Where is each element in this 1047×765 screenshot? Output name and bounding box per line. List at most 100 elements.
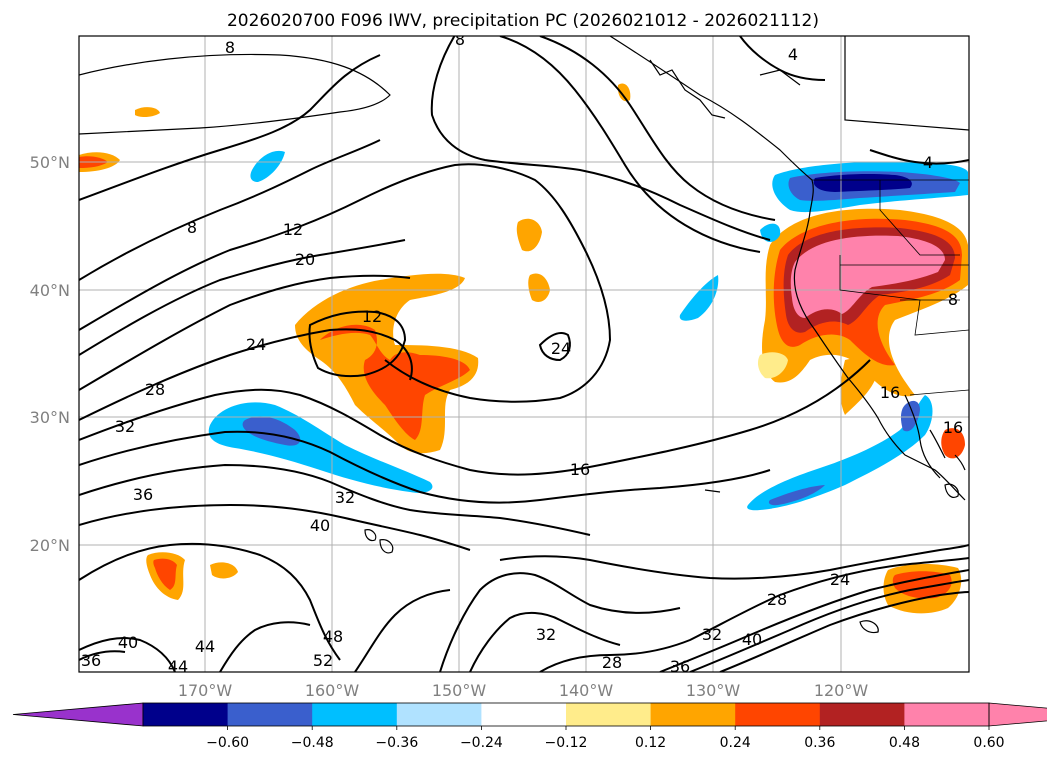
precip-negative-region-baja (747, 395, 933, 511)
contour-label: 40 (310, 516, 330, 535)
colorbar-tick-label: 0.36 (804, 735, 835, 751)
contour-label: 52 (313, 651, 333, 670)
contour-label: 32 (702, 625, 722, 644)
colorbar-tick-label: 0.48 (889, 735, 920, 751)
graticule (79, 36, 969, 672)
lon-label-140w: 140°W (559, 681, 614, 700)
lon-label-130w: 130°W (686, 681, 741, 700)
lon-label-170w: 170°W (178, 681, 233, 700)
colorbar-arrow-above (988, 702, 1047, 727)
colorbar-tick-label: 0.60 (973, 735, 1004, 751)
contour-label: 16 (570, 460, 590, 479)
precip-positive-region-small-4 (135, 107, 160, 118)
longitude-labels: 170°W 160°W 150°W 140°W 130°W 120°W (178, 681, 869, 700)
colorbar-arrow-below (12, 702, 144, 727)
contour-label: 32 (115, 417, 135, 436)
map-frame (78, 35, 970, 673)
lat-label-40n: 40°N (30, 281, 70, 300)
latitude-labels: 50°N 40°N 30°N 20°N (30, 153, 70, 555)
precip-positive-region-small-7 (941, 428, 965, 459)
map-panel[interactable]: 8 8 8 4 4 12 20 24 12 24 28 32 36 16 32 … (78, 30, 970, 676)
colorbar-tick-label: −0.60 (206, 735, 249, 751)
colorbar-tick-label: 0.24 (720, 735, 751, 751)
contour-labels: 8 8 8 4 4 12 20 24 12 24 28 32 36 16 32 … (81, 30, 963, 676)
contour-label: 12 (362, 307, 382, 326)
contour-label: 8 (187, 218, 197, 237)
precip-negative-region-small-2 (679, 275, 719, 321)
precipitation-shading (79, 83, 968, 614)
precip-negative-region-pnw-core (813, 174, 912, 192)
colorbar-cell (735, 703, 821, 726)
colorbar-cell (396, 703, 482, 726)
contour-label: 28 (145, 380, 165, 399)
precip-negative-region-baja-north (900, 400, 920, 432)
figure-title: 2026020700 F096 IWV, precipitation PC (2… (227, 11, 819, 31)
lat-label-30n: 30°N (30, 408, 70, 427)
precip-positive-region-small-2 (516, 218, 542, 252)
precip-positive-region-small-6 (840, 358, 875, 415)
iwv-contours (79, 36, 969, 672)
colorbar-cell (481, 703, 567, 726)
lat-label-50n: 50°N (30, 153, 70, 172)
colorbar: −0.60 −0.48 −0.36 −0.24 −0.12 0.12 0.24 0.36 0.4… (12, 702, 1047, 751)
contour-label: 40 (742, 630, 762, 649)
contour-label: 44 (168, 657, 188, 676)
contour-label: 36 (81, 651, 101, 670)
contour-label: 44 (195, 637, 215, 656)
colorbar-cell (227, 703, 313, 726)
lat-label-20n: 20°N (30, 536, 70, 555)
colorbar-ticks: −0.60 −0.48 −0.36 −0.24 −0.12 0.12 0.24 0.36 0.4… (206, 726, 1005, 751)
precip-positive-region-southwest-core (153, 558, 177, 590)
contour-label: 16 (880, 383, 900, 402)
colorbar-cell (819, 703, 905, 726)
colorbar-cell (650, 703, 736, 726)
contour-label: 4 (788, 45, 798, 64)
colorbar-cell (904, 703, 990, 726)
lon-label-160w: 160°W (305, 681, 360, 700)
colorbar-cells (12, 702, 1047, 727)
contour-label: 28 (602, 653, 622, 672)
contour-label: 32 (536, 625, 556, 644)
contour-label: 12 (283, 220, 303, 239)
precip-positive-region-mexico-core (892, 571, 952, 599)
precip-positive-region-small-8 (757, 352, 788, 379)
colorbar-cell (566, 703, 652, 726)
lon-label-150w: 150°W (432, 681, 487, 700)
contour-label: 36 (670, 657, 690, 676)
precip-negative-region-small-3 (760, 223, 781, 242)
contour-label: 32 (335, 488, 355, 507)
colorbar-cell (312, 703, 398, 726)
precip-positive-region-central-pacific-core (320, 324, 470, 440)
contour-label: 36 (133, 485, 153, 504)
colorbar-tick-label: 0.12 (635, 735, 666, 751)
coastlines (79, 36, 969, 634)
colorbar-tick-label: −0.48 (291, 735, 334, 751)
precip-negative-region-small-1 (250, 150, 285, 182)
contour-label: 48 (323, 627, 343, 646)
precip-positive-region-small-3 (528, 273, 550, 302)
contour-label: 16 (943, 418, 963, 437)
contour-label: 8 (455, 30, 465, 49)
contour-label: 24 (551, 339, 571, 358)
contour-label: 8 (948, 290, 958, 309)
contour-label: 24 (830, 570, 850, 589)
contour-label: 40 (118, 633, 138, 652)
colorbar-tick-label: −0.12 (545, 735, 588, 751)
precip-negative-region-central-pacific-mid (242, 416, 301, 446)
contour-label: 20 (295, 250, 315, 269)
precip-positive-region-small-1 (210, 562, 238, 579)
precip-positive-region-small-5 (617, 83, 631, 102)
contour-label: 28 (767, 590, 787, 609)
contour-label: 4 (923, 153, 933, 172)
colorbar-cell (143, 703, 229, 726)
borders (812, 179, 969, 396)
precip-positive-region-california-pink (790, 235, 945, 318)
colorbar-tick-label: −0.24 (460, 735, 503, 751)
precip-negative-region-baja-mid (768, 485, 825, 506)
contour-label: 24 (246, 335, 266, 354)
colorbar-tick-label: −0.36 (375, 735, 418, 751)
lon-label-120w: 120°W (814, 681, 869, 700)
contour-label: 8 (225, 38, 235, 57)
